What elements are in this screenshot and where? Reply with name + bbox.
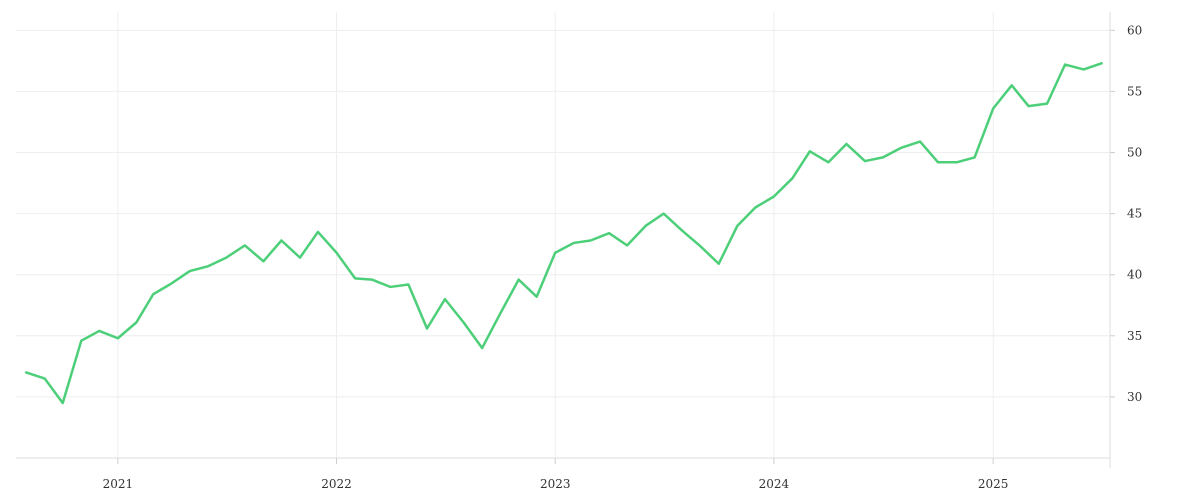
- series-line: [24, 62, 1103, 405]
- tick-labels: 30 35 40 45 50 55 60 2021 2022 2023 2024 2025: [103, 23, 1143, 491]
- y-tick-label: 35: [1127, 329, 1142, 343]
- x-tick-label: 2021: [103, 477, 134, 491]
- x-tick-label: 2023: [540, 477, 571, 491]
- y-tick-label: 30: [1127, 390, 1142, 404]
- axes: [16, 12, 1115, 468]
- y-tick-label: 50: [1127, 146, 1142, 160]
- grid-lines: [16, 12, 1110, 458]
- y-tick-label: 60: [1127, 23, 1142, 37]
- series-layer: [24, 62, 1103, 405]
- x-tick-label: 2024: [759, 477, 790, 491]
- x-tick-label: 2025: [978, 477, 1009, 491]
- y-tick-label: 45: [1127, 207, 1142, 221]
- y-tick-label: 40: [1127, 268, 1142, 282]
- y-tick-label: 55: [1127, 84, 1142, 98]
- x-tick-label: 2022: [321, 477, 352, 491]
